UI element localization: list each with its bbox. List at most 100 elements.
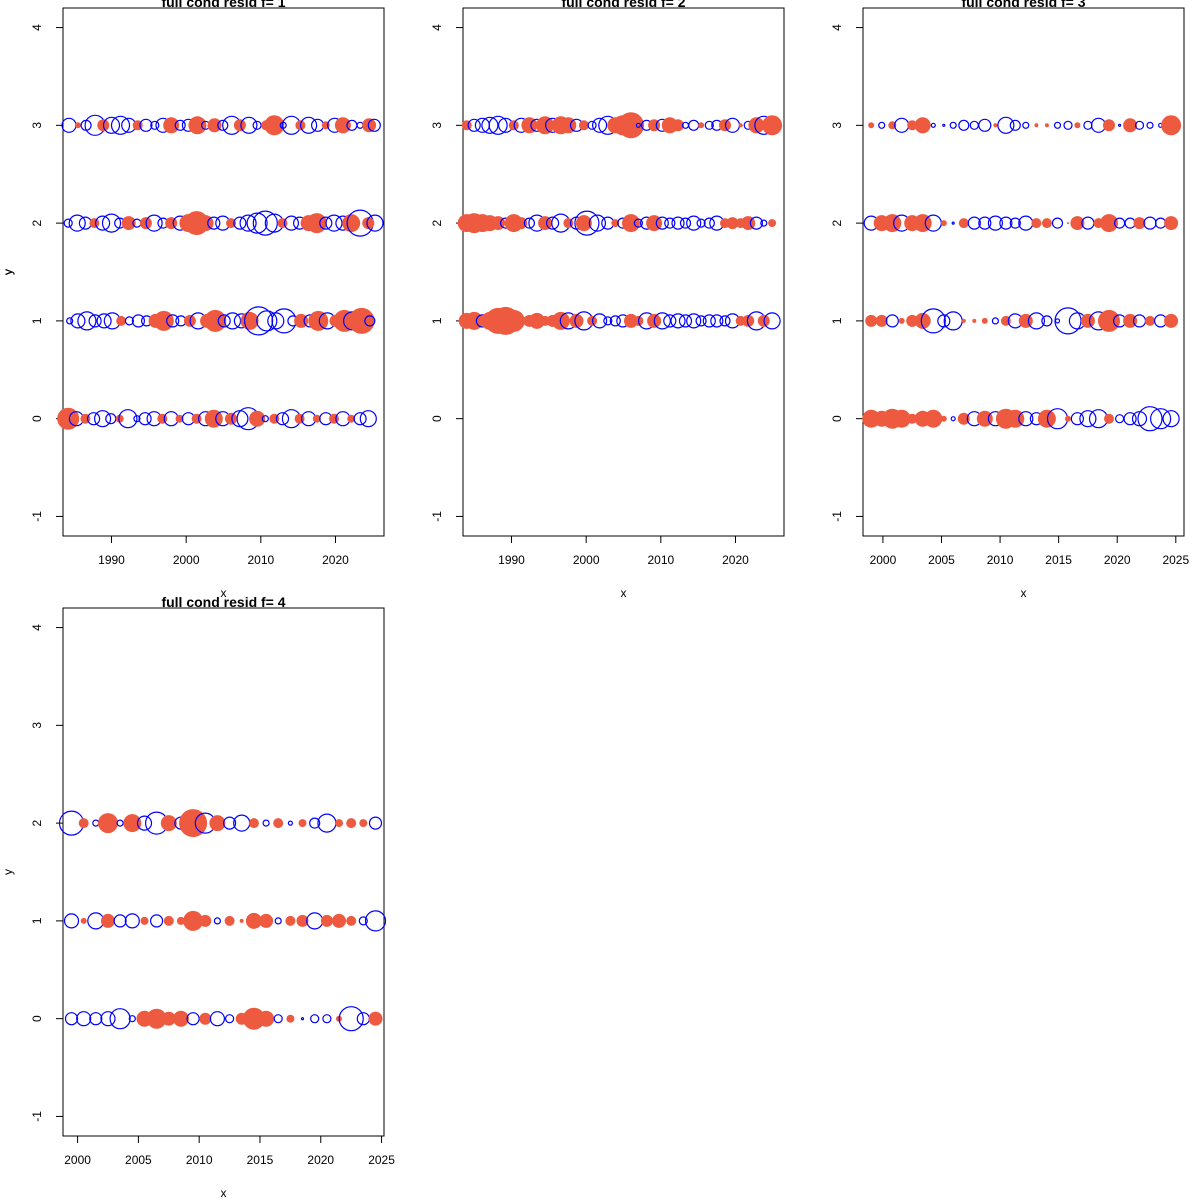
data-point-negative xyxy=(209,815,226,832)
data-point-negative xyxy=(742,314,755,327)
y-tick-label: -1 xyxy=(830,511,844,522)
data-point-positive xyxy=(958,119,970,131)
y-tick-label: -1 xyxy=(30,511,44,522)
data-point-positive xyxy=(686,313,702,329)
plot-frame xyxy=(862,7,1185,537)
data-point-positive xyxy=(186,1012,200,1026)
data-point-positive xyxy=(101,213,122,233)
data-point-positive xyxy=(102,116,121,134)
data-point-negative xyxy=(224,915,235,926)
data-point-positive xyxy=(587,120,597,130)
x-axis-label: x xyxy=(221,1186,227,1200)
data-point-positive xyxy=(481,116,499,134)
data-point-negative xyxy=(116,315,127,326)
x-tick-label: 2010 xyxy=(247,553,274,567)
data-point-negative xyxy=(249,410,266,427)
y-tick-label: 3 xyxy=(430,122,444,129)
data-point-negative xyxy=(578,120,589,131)
data-point-positive xyxy=(209,1011,225,1027)
data-point-positive xyxy=(635,122,642,128)
data-point-positive xyxy=(1018,411,1034,427)
data-point-positive xyxy=(300,116,318,134)
data-point-negative xyxy=(924,409,943,428)
data-point-positive xyxy=(1009,217,1021,229)
data-point-positive xyxy=(1137,406,1163,432)
data-point-negative xyxy=(273,818,284,829)
data-point-negative xyxy=(1031,218,1042,229)
data-point-negative xyxy=(940,220,947,227)
data-point-positive xyxy=(207,216,221,230)
data-point-positive xyxy=(109,1008,131,1030)
data-point-positive xyxy=(113,914,127,928)
data-point-positive xyxy=(217,119,229,131)
data-point-negative xyxy=(163,915,174,926)
data-point-positive xyxy=(719,315,731,327)
data-point-negative xyxy=(624,313,638,328)
data-point-negative xyxy=(165,217,178,230)
data-point-negative xyxy=(521,117,538,134)
data-point-positive xyxy=(86,412,101,426)
data-point-positive xyxy=(283,215,299,231)
data-point-positive xyxy=(261,415,269,423)
data-point-negative xyxy=(1100,214,1118,233)
data-point-positive xyxy=(325,214,343,232)
data-point-negative xyxy=(264,115,285,136)
data-point-positive xyxy=(63,913,80,929)
data-point-positive xyxy=(358,916,368,926)
data-point-negative xyxy=(74,122,81,129)
y-tick-label: 4 xyxy=(830,24,844,31)
data-point-negative xyxy=(1034,123,1039,128)
data-point-negative xyxy=(961,318,966,323)
data-point-negative xyxy=(298,819,307,828)
data-point-positive xyxy=(100,1011,116,1027)
y-tick-label: 4 xyxy=(430,24,444,31)
data-point-positive xyxy=(66,317,74,325)
data-point-negative xyxy=(286,1014,295,1023)
data-point-negative xyxy=(768,219,777,228)
data-point-positive xyxy=(997,116,1015,134)
data-point-positive xyxy=(1146,121,1154,129)
data-point-negative xyxy=(748,117,765,134)
data-point-negative xyxy=(993,123,998,128)
data-point-negative xyxy=(611,219,620,228)
data-point-negative xyxy=(1065,415,1071,422)
data-point-negative xyxy=(569,313,584,328)
data-point-positive xyxy=(671,216,685,230)
y-tick-label: -1 xyxy=(30,1111,44,1122)
data-point-negative xyxy=(161,1011,176,1026)
x-tick-label: 2005 xyxy=(928,553,955,567)
data-point-negative xyxy=(312,414,321,423)
data-point-negative xyxy=(738,123,743,128)
data-point-positive xyxy=(1070,412,1085,426)
data-point-positive xyxy=(710,314,724,328)
data-point-positive xyxy=(116,819,124,827)
data-point-positive xyxy=(1018,215,1034,231)
data-point-negative xyxy=(1103,119,1115,132)
data-point-positive xyxy=(364,315,376,327)
data-point-negative xyxy=(78,818,89,829)
data-point-negative xyxy=(1098,309,1120,332)
data-point-negative xyxy=(1041,218,1052,229)
data-point-positive xyxy=(223,312,242,330)
data-point-negative xyxy=(89,218,100,229)
data-point-negative xyxy=(176,916,185,925)
x-tick-label: 2010 xyxy=(987,553,1014,567)
data-point-positive xyxy=(133,415,141,423)
data-point-negative xyxy=(226,218,236,229)
data-point-negative xyxy=(538,216,553,231)
y-tick-label: 0 xyxy=(830,415,844,422)
data-point-positive xyxy=(1054,318,1061,324)
data-point-negative xyxy=(204,309,227,332)
data-point-positive xyxy=(695,315,707,327)
data-point-negative xyxy=(359,819,368,828)
data-point-negative xyxy=(172,1010,189,1027)
data-point-negative xyxy=(1074,122,1081,129)
data-point-negative xyxy=(332,913,346,928)
data-point-negative xyxy=(875,314,888,327)
y-tick-label: 1 xyxy=(30,317,44,324)
data-point-positive xyxy=(317,813,337,833)
data-point-positive xyxy=(1143,216,1157,230)
panel-title: full cond resid f= 2 xyxy=(561,0,685,10)
data-point-negative xyxy=(101,913,115,928)
